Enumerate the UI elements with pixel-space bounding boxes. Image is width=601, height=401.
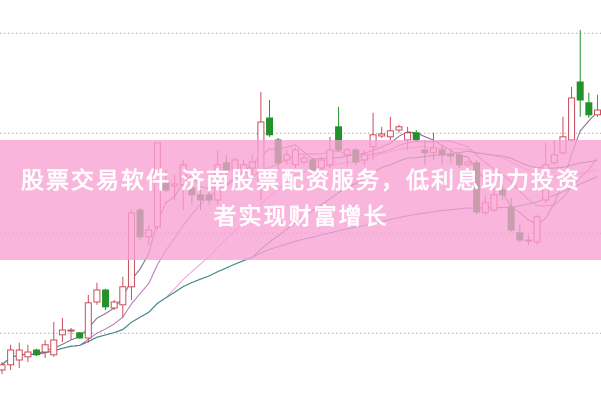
candle-body (58, 329, 66, 336)
candle-body (50, 339, 58, 356)
candle-body (41, 344, 49, 353)
candle-body (386, 130, 394, 138)
candle-body (119, 286, 127, 306)
candle-body (102, 289, 110, 308)
candle-body (7, 349, 15, 366)
candle-body (24, 351, 32, 358)
candle-body (93, 289, 101, 303)
candle-body (266, 117, 274, 136)
candle-body (585, 102, 593, 116)
candle-body (395, 126, 403, 131)
candle-body (84, 302, 92, 339)
candle-body (412, 132, 420, 141)
candle-body (378, 133, 386, 137)
candle-body (568, 97, 576, 141)
candle-body (33, 349, 41, 356)
article-title: 股票交易软件 济南股票配资服务，低利息助力投资者实现财富增长 (20, 168, 581, 230)
candle-body (15, 349, 23, 361)
candle-body (67, 329, 75, 332)
candle-body (404, 132, 412, 141)
candle-body (110, 301, 118, 309)
title-banner (0, 140, 601, 260)
candle-body (76, 332, 84, 339)
candle-body (0, 364, 6, 371)
candle-body (576, 81, 584, 101)
candle-body (593, 109, 601, 116)
